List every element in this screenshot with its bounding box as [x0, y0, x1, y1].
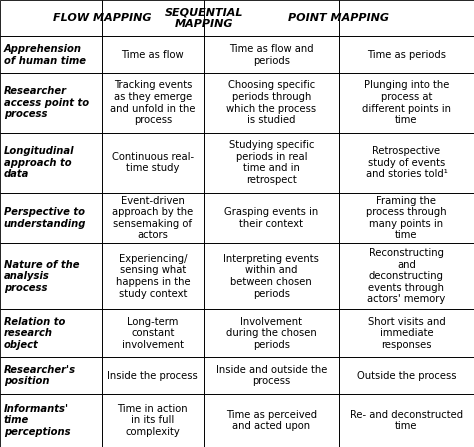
Bar	[102, 309, 204, 357]
Text: Researcher's
position: Researcher's position	[4, 365, 76, 386]
Bar	[0, 193, 102, 243]
Bar	[204, 73, 339, 133]
Text: Nature of the
analysis
process: Nature of the analysis process	[4, 260, 79, 293]
Text: POINT MAPPING: POINT MAPPING	[288, 13, 390, 23]
Bar	[0, 0, 102, 37]
Bar	[204, 243, 339, 309]
Bar	[0, 357, 102, 394]
Bar	[339, 37, 474, 73]
Bar	[102, 73, 204, 133]
Text: Time as flow: Time as flow	[121, 50, 184, 60]
Bar	[102, 37, 204, 73]
Bar	[204, 133, 339, 193]
Text: Reconstructing
and
deconstructing
events through
actors' memory: Reconstructing and deconstructing events…	[367, 248, 446, 304]
Text: Informants'
time
perceptions: Informants' time perceptions	[4, 404, 71, 437]
Text: Outside the process: Outside the process	[357, 371, 456, 380]
Bar	[339, 357, 474, 394]
Text: Choosing specific
periods through
which the process
is studied: Choosing specific periods through which …	[226, 80, 317, 125]
Bar	[204, 309, 339, 357]
Text: Time in action
in its full
complexity: Time in action in its full complexity	[118, 404, 188, 437]
Bar	[204, 0, 339, 37]
Bar	[0, 133, 102, 193]
Bar	[0, 73, 102, 133]
Bar	[339, 309, 474, 357]
Bar	[102, 193, 204, 243]
Text: SEQUENTIAL
MAPPING: SEQUENTIAL MAPPING	[164, 8, 243, 29]
Bar	[204, 394, 339, 447]
Bar	[339, 73, 474, 133]
Bar	[339, 0, 474, 37]
Text: Time as periods: Time as periods	[367, 50, 446, 60]
Bar	[0, 243, 102, 309]
Text: Experiencing/
sensing what
happens in the
study context: Experiencing/ sensing what happens in th…	[116, 254, 190, 299]
Text: Re- and deconstructed
time: Re- and deconstructed time	[350, 409, 463, 431]
Text: Interpreting events
within and
between chosen
periods: Interpreting events within and between c…	[223, 254, 319, 299]
Text: Tracking events
as they emerge
and unfold in the
process: Tracking events as they emerge and unfol…	[110, 80, 196, 125]
Bar	[102, 357, 204, 394]
Text: Time as flow and
periods: Time as flow and periods	[229, 44, 314, 66]
Bar	[339, 243, 474, 309]
Text: Framing the
process through
many points in
time: Framing the process through many points …	[366, 195, 447, 240]
Text: Time as perceived
and acted upon: Time as perceived and acted upon	[226, 409, 317, 431]
Text: Researcher
access point to
process: Researcher access point to process	[4, 86, 89, 119]
Text: Involvement
during the chosen
periods: Involvement during the chosen periods	[226, 316, 317, 350]
Bar	[339, 193, 474, 243]
Text: Inside and outside the
process: Inside and outside the process	[216, 365, 327, 386]
Text: Inside the process: Inside the process	[108, 371, 198, 380]
Bar	[0, 394, 102, 447]
Text: Grasping events in
their context: Grasping events in their context	[224, 207, 319, 229]
Text: Retrospective
study of events
and stories told¹: Retrospective study of events and storie…	[365, 146, 447, 179]
Text: Plunging into the
process at
different points in
time: Plunging into the process at different p…	[362, 80, 451, 125]
Bar	[0, 309, 102, 357]
Text: Relation to
research
object: Relation to research object	[4, 316, 65, 350]
Text: Event-driven
approach by the
sensemaking of
actors: Event-driven approach by the sensemaking…	[112, 195, 193, 240]
Text: Apprehension
of human time: Apprehension of human time	[4, 44, 86, 66]
Bar	[339, 394, 474, 447]
Text: Continuous real-
time study: Continuous real- time study	[112, 152, 194, 173]
Bar	[204, 193, 339, 243]
Bar	[102, 0, 204, 37]
Text: FLOW MAPPING: FLOW MAPPING	[53, 13, 151, 23]
Bar	[102, 394, 204, 447]
Bar	[339, 133, 474, 193]
Bar	[204, 37, 339, 73]
Text: Perspective to
understanding: Perspective to understanding	[4, 207, 86, 229]
Bar	[102, 243, 204, 309]
Bar	[204, 357, 339, 394]
Text: Longitudinal
approach to
data: Longitudinal approach to data	[4, 146, 74, 179]
Text: Long-term
constant
involvement: Long-term constant involvement	[122, 316, 184, 350]
Bar	[102, 133, 204, 193]
Text: Short visits and
immediate
responses: Short visits and immediate responses	[367, 316, 446, 350]
Text: Studying specific
periods in real
time and in
retrospect: Studying specific periods in real time a…	[228, 140, 314, 185]
Bar	[0, 37, 102, 73]
